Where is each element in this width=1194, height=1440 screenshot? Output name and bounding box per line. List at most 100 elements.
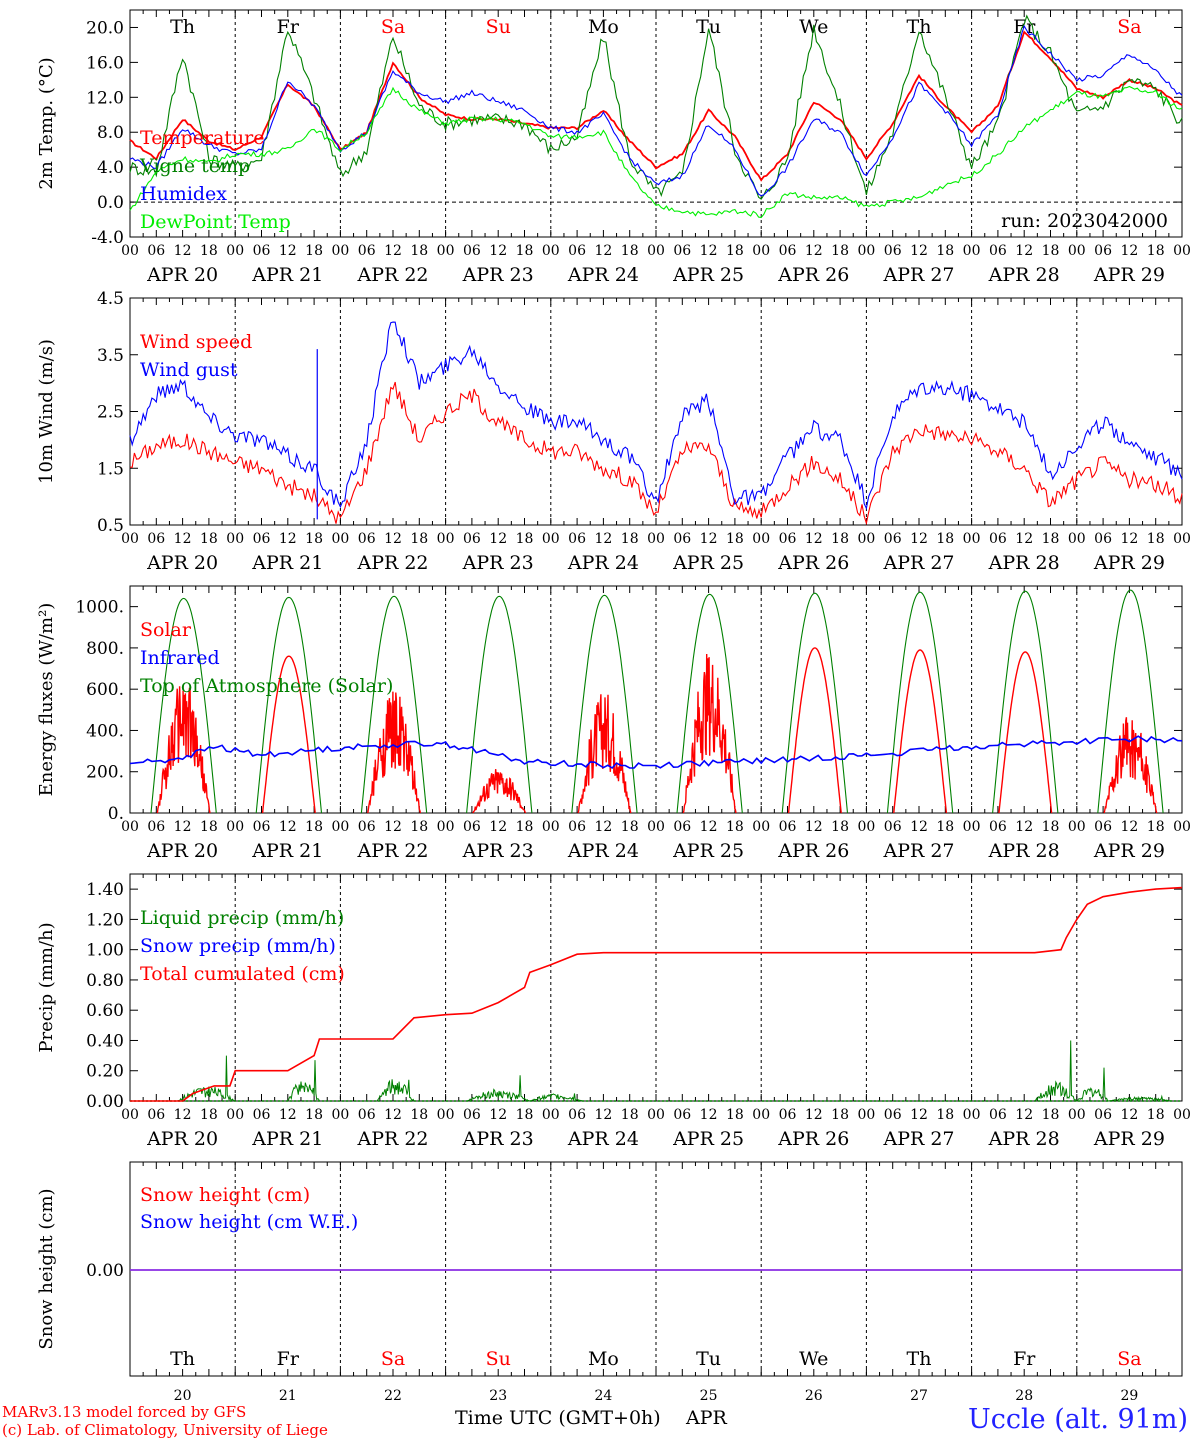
liquid-precip-line — [1108, 1094, 1172, 1102]
solar-series-line — [261, 655, 316, 814]
day-label: Mo — [588, 1348, 619, 1370]
legend-entry: Vigne temp — [139, 155, 250, 177]
hour-label: 12 — [594, 1107, 612, 1123]
hour-label: 18 — [1042, 243, 1060, 259]
hour-label: 18 — [1042, 819, 1060, 835]
hour-label: 00 — [121, 1107, 139, 1123]
hour-label: 12 — [1015, 1107, 1033, 1123]
hour-label: 00 — [857, 531, 875, 547]
y-tick-label: 0.00 — [86, 1092, 124, 1112]
liquid-precip-line — [1034, 1040, 1078, 1102]
copyright-credit: (c) Lab. of Climatology, University of L… — [2, 1421, 328, 1439]
day-label: Th — [907, 1348, 932, 1370]
hour-label: 06 — [463, 243, 481, 259]
hour-label: 06 — [358, 1107, 376, 1123]
hour-label: 12 — [700, 531, 718, 547]
hour-label: 18 — [831, 243, 849, 259]
hour-label: 12 — [174, 531, 192, 547]
solar-series-line — [156, 686, 211, 814]
date-number: 21 — [279, 1388, 297, 1404]
liquid-precip-line — [466, 1075, 531, 1102]
hour-label: 00 — [1068, 531, 1086, 547]
y-tick-label: 600. — [86, 680, 124, 700]
y-tick-label: 1.00 — [86, 941, 124, 961]
date-label: APR 27 — [882, 840, 954, 862]
date-label: APR 26 — [777, 264, 849, 286]
y-tick-label: 16.0 — [86, 53, 124, 73]
hour-label: 00 — [331, 819, 349, 835]
hour-label: 18 — [1147, 1107, 1165, 1123]
hour-label: 12 — [700, 243, 718, 259]
hour-label: 18 — [831, 531, 849, 547]
hour-label: 06 — [779, 531, 797, 547]
hour-label: 18 — [1147, 243, 1165, 259]
hour-label: 12 — [384, 531, 402, 547]
hour-label: 06 — [358, 531, 376, 547]
date-label: APR 29 — [1093, 264, 1165, 286]
hour-label: 18 — [516, 1107, 534, 1123]
legend-entry: Snow precip (mm/h) — [140, 935, 336, 957]
wind-series-line — [129, 321, 1183, 511]
hour-label: 00 — [331, 243, 349, 259]
y-axis-title: Energy fluxes (W/m²) — [36, 603, 57, 797]
temp-series-line — [129, 14, 1183, 200]
hour-label: 12 — [910, 243, 928, 259]
hour-label: 06 — [463, 1107, 481, 1123]
date-label: APR 28 — [988, 552, 1060, 574]
day-label: Th — [170, 1348, 195, 1370]
liquid-precip-line — [529, 1093, 583, 1102]
station-name: Uccle (alt. 91m) — [968, 1404, 1188, 1435]
hour-label: 06 — [779, 1107, 797, 1123]
hour-label: 00 — [857, 819, 875, 835]
hour-label: 12 — [910, 531, 928, 547]
hour-label: 00 — [752, 819, 770, 835]
toa-solar-arc — [360, 595, 428, 814]
hour-label: 12 — [700, 1107, 718, 1123]
legend-entry: Top of Atmosphere (Solar) — [140, 675, 393, 697]
hour-label: 12 — [174, 819, 192, 835]
date-label: APR 28 — [988, 264, 1060, 286]
date-number: 22 — [384, 1388, 402, 1404]
day-label: Sa — [1117, 16, 1141, 38]
legend-entry: Humidex — [140, 183, 227, 205]
day-label: Sa — [1117, 1348, 1141, 1370]
hour-label: 12 — [174, 1107, 192, 1123]
date-label: APR 27 — [882, 264, 954, 286]
y-tick-label: 1.40 — [86, 880, 124, 900]
hour-label: 00 — [857, 243, 875, 259]
date-label: APR 20 — [146, 1128, 218, 1150]
hour-label: 12 — [489, 531, 507, 547]
hour-label: 18 — [621, 819, 639, 835]
hour-label: 00 — [1173, 819, 1191, 835]
hour-label: 00 — [121, 819, 139, 835]
panel-2: 00 06 12 18 00 06 12 18 00 06 12 18 00 06 12 18 00 06 12 18… — [36, 585, 1191, 862]
date-label: APR 23 — [462, 840, 534, 862]
y-tick-label: 4.5 — [97, 289, 124, 309]
toa-solar-arc — [992, 590, 1059, 814]
hour-label: 12 — [279, 1107, 297, 1123]
date-label: APR 26 — [777, 552, 849, 574]
hour-label: 12 — [805, 819, 823, 835]
legend-entry: Liquid precip (mm/h) — [140, 907, 344, 929]
hour-label: 18 — [305, 531, 323, 547]
hour-label: 00 — [647, 1107, 665, 1123]
date-label: APR 21 — [251, 264, 323, 286]
hour-label: 00 — [752, 531, 770, 547]
hour-label: 06 — [253, 1107, 271, 1123]
date-label: APR 22 — [356, 552, 428, 574]
hour-label: 18 — [516, 819, 534, 835]
date-label: APR 20 — [146, 840, 218, 862]
hour-label: 06 — [1094, 819, 1112, 835]
hour-label: 06 — [779, 819, 797, 835]
hour-label: 18 — [621, 243, 639, 259]
y-tick-label: 0.40 — [86, 1031, 124, 1051]
day-label: Fr — [1013, 1348, 1036, 1370]
hour-label: 00 — [1068, 1107, 1086, 1123]
date-label: APR 24 — [567, 840, 639, 862]
date-number: 27 — [910, 1388, 928, 1404]
hour-label: 06 — [1094, 531, 1112, 547]
hour-label: 00 — [226, 1107, 244, 1123]
hour-label: 00 — [331, 531, 349, 547]
date-number: 26 — [805, 1388, 823, 1404]
hour-label: 00 — [752, 243, 770, 259]
